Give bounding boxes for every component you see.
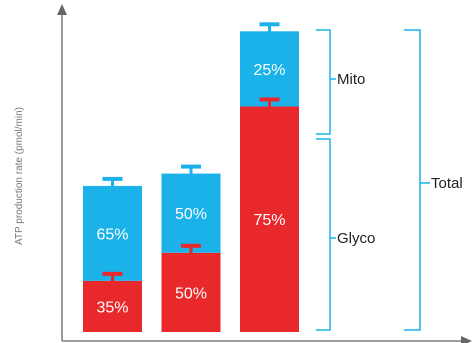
mito-bar-2 (161, 173, 221, 253)
mito-bar-1 (83, 185, 142, 281)
glyco-label-3: 75% (253, 212, 285, 229)
glyco-label-2: 50% (175, 285, 207, 302)
glyco-error-bar-1-cap (102, 271, 123, 276)
mito-bar-3 (240, 31, 299, 107)
y-axis-label: ATP production rate (pmol/min) (14, 107, 25, 245)
mito-error-bar-3-cap (259, 22, 280, 27)
glyco-bar-1 (83, 280, 142, 332)
glyco-bracket-label: Glyco (337, 230, 375, 247)
mito-bracket (316, 29, 336, 135)
glyco-bar-2 (161, 252, 221, 332)
total-bracket (404, 29, 430, 331)
mito-error-bar-1-cap (102, 176, 123, 181)
mito-label-3: 25% (253, 62, 285, 79)
y-axis-arrow (57, 4, 67, 15)
x-axis-arrow (461, 336, 472, 343)
mito-label-1: 65% (96, 226, 128, 243)
total-bracket-label: Total (431, 175, 463, 192)
glyco-error-bar-2-cap (181, 243, 201, 248)
glyco-label-1: 35% (96, 299, 128, 316)
glyco-bracket (316, 138, 336, 331)
mito-label-2: 50% (175, 206, 207, 223)
bars: 35% 65% 50% 50% 75% 25% (83, 22, 299, 332)
glyco-error-bar-3-cap (259, 97, 280, 102)
mito-error-bar-2-cap (181, 164, 201, 169)
mito-bracket-label: Mito (337, 71, 365, 88)
glyco-bar-3 (240, 106, 299, 332)
